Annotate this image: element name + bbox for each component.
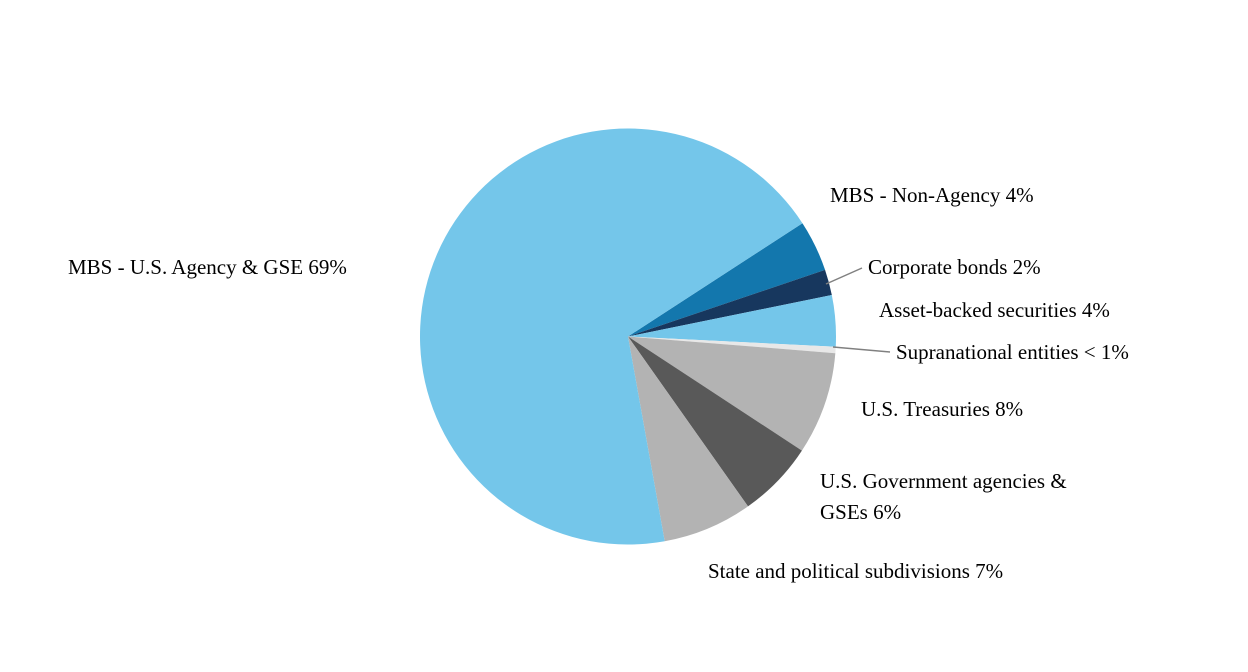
pie-slice-corporate-bonds <box>628 269 832 337</box>
slice-label-mbs-us-agency: MBS - U.S. Agency & GSE 69% <box>68 255 347 279</box>
slice-label-us-treasuries: U.S. Treasuries 8% <box>861 397 1024 421</box>
pie-slice-asset-backed <box>628 295 837 347</box>
slice-label-asset-backed-securities: Asset-backed securities 4% <box>879 298 1110 322</box>
slice-label-mbs-non-agency: MBS - Non-Agency 4% <box>830 183 1034 207</box>
slice-label-us-government-agencies-gses: U.S. Government agencies & GSEs 6% <box>820 469 1067 524</box>
pie-slice-supranational <box>628 336 836 354</box>
pie-slice-mbs-us-agency <box>419 128 803 545</box>
corporate-bonds-leader-line <box>825 267 863 285</box>
slice-label-supranational-entities: Supranational entities < 1% <box>896 340 1129 364</box>
supranational-leader-line <box>832 346 891 353</box>
slice-label-state-political-subdivisions: State and political subdivisions 7% <box>708 559 1004 583</box>
pie-slice-state-political <box>628 336 749 542</box>
slice-label-corporate-bonds: Corporate bonds 2% <box>868 255 1041 279</box>
pie-slices-group <box>419 128 837 545</box>
pie-slice-gov-agencies <box>628 336 802 507</box>
pie-slice-us-treasuries <box>628 336 836 451</box>
pie-slice-mbs-non-agency <box>628 223 826 337</box>
